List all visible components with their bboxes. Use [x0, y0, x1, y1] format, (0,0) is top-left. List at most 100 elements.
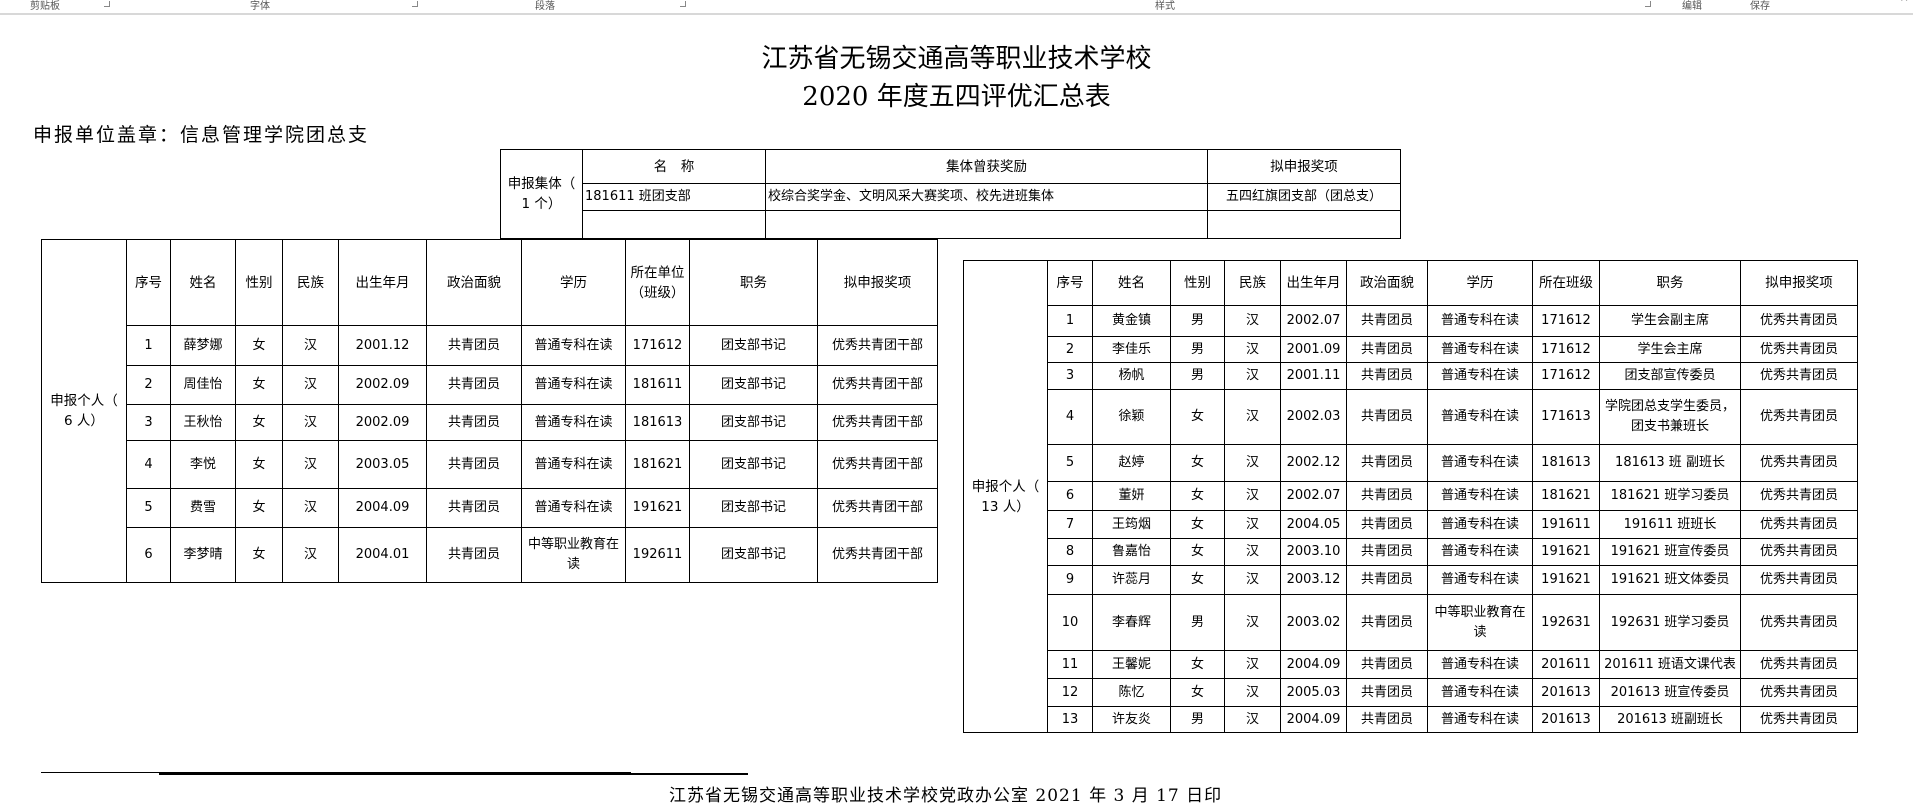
table-cell: 2003.02 [1280, 594, 1347, 651]
table-cell: 201611 班语文课代表 [1599, 650, 1741, 679]
collapse-ribbon-icon[interactable]: ^ [1900, 0, 1909, 8]
table-cell: 2002.09 [338, 404, 427, 441]
table-cell: 共青团员 [1346, 481, 1428, 511]
column-header: 姓名 [1092, 260, 1171, 306]
column-header: 民族 [282, 239, 339, 326]
table-cell: 2004.09 [1280, 650, 1347, 679]
table-cell: 女 [1170, 678, 1225, 707]
table-cell: 汉 [282, 440, 339, 489]
table-cell: 黄金镇 [1092, 305, 1171, 337]
ribbon-group-styles[interactable]: 样式 [1155, 1, 1175, 12]
table-cell: 李梦晴 [170, 527, 236, 583]
table-cell: 181613 班 副班长 [1599, 444, 1741, 482]
table-cell: 共青团员 [1346, 510, 1428, 539]
table-cell: 费雪 [170, 488, 236, 528]
ribbon-group-save[interactable]: 保存 [1750, 1, 1770, 12]
column-header: 集体曾获奖励 [765, 149, 1208, 184]
table-cell: 普通专科在读 [521, 440, 626, 489]
individual-side-label: 申报个人（ 6 人） [41, 239, 127, 583]
table-cell: 普通专科在读 [1427, 678, 1533, 707]
table-cell: 192631 [1532, 594, 1600, 651]
table-cell: 171612 [1532, 305, 1600, 337]
table-cell: 2002.07 [1280, 305, 1347, 337]
column-header: 拟申报奖项 [817, 239, 938, 326]
table-cell: 女 [235, 440, 283, 489]
table-cell: 共青团员 [1346, 362, 1428, 390]
table-cell: 181611 班团支部 [582, 183, 766, 211]
table-cell: 汉 [1224, 538, 1281, 566]
table-cell: 191611 班班长 [1599, 510, 1741, 539]
table-cell: 优秀共青团员 [1740, 565, 1858, 595]
table-cell: 女 [1170, 650, 1225, 679]
table-cell: 汉 [282, 365, 339, 405]
table-cell: 2003.05 [338, 440, 427, 489]
table-cell: 2001.12 [338, 325, 427, 366]
table-row: 2 李佳乐男汉 2001.09 共青团员 普通专科在读 171612 学生会主席 优秀共青团员 [964, 336, 1858, 363]
doc-title-school: 江苏省无锡交通高等职业技术学校 [761, 44, 1152, 74]
table-cell: 鲁嘉怡 [1092, 538, 1171, 566]
header-row: 申报集体（ 1 个）名 称集体曾获奖励 拟申报奖项 [500, 149, 1401, 239]
table-cell: 优秀共青团员 [1740, 305, 1858, 337]
dialog-launcher-icon[interactable] [104, 1, 110, 7]
applicant-unit-label: 申报单位盖章：信息管理学院团总支 [33, 124, 370, 146]
table-cell: 共青团员 [1346, 389, 1428, 445]
table-cell: 共青团员 [426, 440, 522, 489]
column-header: 拟申报奖项 [1207, 149, 1401, 184]
table-row: 9 许蕊月女汉 2003.12 共青团员 普通专科在读 191621 191621 班文体委… [964, 565, 1858, 595]
individual-table-right: 申报个人（ 13 人） 序号 姓名 性别 民族 出生年月 政治面貌 学历 所在班级 职务 拟申报奖项… [963, 260, 1858, 733]
table-cell: 男 [1170, 706, 1225, 733]
table-cell: 学院团总支学生委员，团支书兼班长 [1599, 389, 1741, 445]
column-header: 性别 [235, 239, 283, 326]
ribbon-group-font[interactable]: 字体 [250, 1, 270, 12]
table-cell: 优秀共青团员 [1740, 538, 1858, 566]
table-cell: 优秀共青团员 [1740, 706, 1858, 733]
table-cell: 10 [1047, 594, 1093, 651]
table-cell: 191621 班文体委员 [1599, 565, 1741, 595]
table-row: 12 陈忆女汉 2005.03 共青团员 普通专科在读 201613 201613 班宣传委… [964, 678, 1858, 707]
dialog-launcher-icon[interactable] [1645, 1, 1651, 7]
ribbon-group-editing[interactable]: 编辑 [1682, 1, 1702, 12]
table-cell: 男 [1170, 336, 1225, 363]
table-cell: 薛梦娜 [170, 325, 236, 366]
table-cell: 共青团员 [1346, 706, 1428, 733]
table-cell: 2 [126, 365, 171, 405]
table-cell: 许蕊月 [1092, 565, 1171, 595]
table-cell: 共青团员 [1346, 678, 1428, 707]
table-cell: 王筠烟 [1092, 510, 1171, 539]
table-cell: 普通专科在读 [521, 325, 626, 366]
table-row: 4 李悦女汉 2003.05 共青团员 普通专科在读 181621 团支部书记 优秀共青团干部 [42, 440, 938, 489]
table-cell: 汉 [1224, 565, 1281, 595]
table-cell: 普通专科在读 [1427, 444, 1533, 482]
table-cell: 团支部书记 [689, 325, 818, 366]
table-cell: 普通专科在读 [1427, 706, 1533, 733]
table-row: 10 李春辉男汉 2003.02 共青团员 中等职业教育在读 192631 192631 班… [964, 594, 1858, 651]
table-cell: 普通专科在读 [1427, 362, 1533, 390]
table-cell: 201613 班宣传委员 [1599, 678, 1741, 707]
table-cell: 4 [1047, 389, 1093, 445]
table-cell: 优秀共青团员 [1740, 336, 1858, 363]
ribbon-group-paragraph[interactable]: 段落 [535, 1, 555, 12]
table-cell: 学生会主席 [1599, 336, 1741, 363]
column-header: 学历 [521, 239, 626, 326]
dialog-launcher-icon[interactable] [680, 1, 686, 7]
ribbon-group-clipboard[interactable]: 剪贴板 [30, 1, 60, 12]
table-cell: 普通专科在读 [1427, 305, 1533, 337]
table-cell: 女 [235, 365, 283, 405]
table-cell: 校综合奖学金、文明风采大赛奖项、校先进班集体 [765, 183, 1208, 211]
table-cell: 2 [1047, 336, 1093, 363]
table-cell: 男 [1170, 362, 1225, 390]
table-cell: 优秀共青团干部 [817, 365, 938, 405]
table-cell: 董妍 [1092, 481, 1171, 511]
table-cell: 191611 [1532, 510, 1600, 539]
column-header: 性别 [1170, 260, 1225, 306]
table-cell: 6 [1047, 481, 1093, 511]
table-cell: 团支部书记 [689, 440, 818, 489]
table-cell: 12 [1047, 678, 1093, 707]
table-row: 11 王馨妮女汉 2004.09 共青团员 普通专科在读 201611 201611 班语文… [964, 650, 1858, 679]
dialog-launcher-icon[interactable] [412, 1, 418, 7]
table-cell: 2002.07 [1280, 481, 1347, 511]
table-cell: 女 [1170, 444, 1225, 482]
column-header: 职务 [689, 239, 818, 326]
table-cell: 李佳乐 [1092, 336, 1171, 363]
table-row: 3 王秋怡女汉 2002.09 共青团员 普通专科在读 181613 团支部书记 优秀共青团干… [42, 404, 938, 441]
